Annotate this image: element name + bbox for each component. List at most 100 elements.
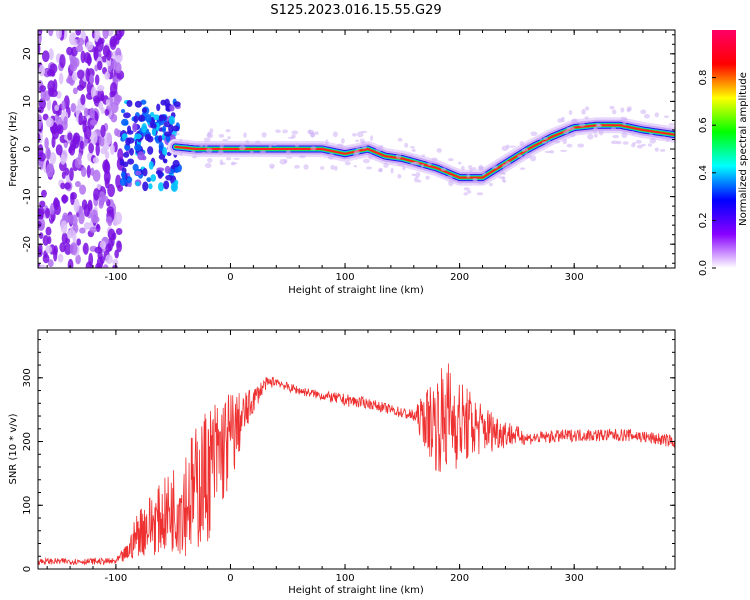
spectrogram-noise-blob (100, 93, 105, 102)
colorbar-tick-label: 0.6 (698, 117, 709, 133)
spectrogram-x-tick-label: 300 (565, 272, 584, 283)
spectrogram-noise-blob (100, 107, 105, 115)
spectrogram-noise-blob (119, 177, 127, 187)
spectrogram-noise-blob (89, 226, 97, 233)
spectrogram-noise-blob (96, 256, 104, 268)
spectrogram-ridge (167, 105, 675, 196)
spectrogram-noise-blob (79, 184, 87, 195)
spectrogram-noise-blob (64, 243, 72, 255)
spectrogram-speckle (598, 129, 604, 136)
spectrogram-speckle (330, 164, 335, 170)
spectrogram-noise-blob (105, 216, 113, 224)
spectrogram-speckle (568, 110, 573, 115)
spectrogram-noise-blob (121, 133, 128, 140)
spectrogram-x-tick-label: 100 (335, 272, 354, 283)
spectrogram-noise-blob (72, 87, 78, 95)
spectrogram-speckle (647, 143, 653, 147)
spectrogram-noise-blob (83, 222, 91, 230)
spectrogram-x-tick-label: -100 (105, 272, 128, 283)
spectrogram-speckle (395, 153, 402, 160)
colorbar-ticks: 0.0 0.2 0.4 0.6 0.8 (698, 70, 716, 276)
spectrogram-speckle (636, 144, 643, 149)
spectrogram-noise-blob (69, 167, 74, 181)
spectrogram-noise-blob (123, 121, 129, 126)
spectrogram-noise-blob (105, 254, 113, 264)
spectrogram-noise-blob (48, 48, 54, 61)
spectrogram-speckle (519, 140, 525, 147)
spectrogram-noise-blob (67, 132, 73, 141)
spectrogram-noise-blob (174, 179, 179, 186)
spectrogram-speckle (622, 120, 627, 126)
spectrogram-speckle (355, 147, 362, 150)
spectrogram-speckle (207, 131, 212, 138)
spectrogram-noise-blob (38, 152, 46, 162)
spectrogram-noise-blob (112, 258, 119, 266)
spectrogram-noise-blob (103, 170, 111, 184)
spectrogram-speckle (352, 133, 357, 137)
spectrogram-speckle (204, 142, 208, 148)
spectrogram-noise-blob (38, 232, 44, 239)
spectrogram-noise-blob (113, 93, 121, 106)
spectrogram-noise-blob (146, 177, 152, 183)
spectrogram-speckle (457, 161, 462, 165)
spectrogram-speckle (179, 151, 183, 156)
spectrogram-noise-blob (152, 114, 161, 121)
spectrogram-speckle (635, 139, 642, 144)
spectrogram-noise-blob (70, 102, 77, 113)
spectrogram-speckle (314, 131, 319, 135)
spectrogram-noise-blob (134, 133, 142, 140)
spectrogram-noise-blob (48, 30, 54, 37)
spectrogram-speckle (621, 132, 628, 139)
spectrogram-noise-blob (135, 170, 142, 176)
spectrogram-noise-blobs (38, 30, 182, 268)
spectrogram-speckle (411, 173, 417, 177)
spectrogram-noise-blob (100, 124, 106, 138)
spectrogram-speckle (569, 132, 576, 138)
spectrogram-y-tick-label: 10 (22, 95, 33, 108)
spectrogram-noise-blob (67, 258, 74, 268)
spectrogram-speckle (641, 143, 646, 147)
spectrogram-noise-blob (172, 159, 180, 168)
spectrogram-speckle (447, 157, 454, 162)
snr-panel: -100 0 100 200 300 0 100 200 300 Height of stra… (8, 329, 676, 596)
spectrogram-speckle (427, 161, 432, 166)
spectrogram-noise-blob (129, 147, 135, 156)
spectrogram-speckle (448, 180, 454, 187)
spectrogram-speckle (631, 143, 636, 148)
spectrogram-speckle (294, 142, 300, 147)
spectrogram-ridge-band (174, 124, 675, 179)
spectrogram-speckle (541, 141, 548, 144)
spectrogram-noise-blob (75, 30, 82, 36)
snr-y-tick-label: 0 (22, 566, 33, 572)
spectrogram-noise-blob (172, 125, 180, 132)
spectrogram-speckle (523, 148, 529, 152)
spectrogram-speckle (566, 143, 573, 148)
spectrogram-speckle (245, 139, 250, 145)
spectrogram-noise-blob (104, 71, 111, 80)
colorbar-tick-label: 0.4 (698, 165, 709, 181)
spectrogram-noise-blob (134, 143, 142, 152)
spectrogram-speckle (549, 150, 554, 154)
spectrogram-noise-blob (61, 232, 68, 245)
spectrogram-speckle (191, 150, 196, 154)
spectrogram-speckle (397, 137, 403, 142)
spectrogram-speckle (359, 138, 365, 144)
spectrogram-noise-blob (126, 100, 133, 107)
spectrogram-noise-blob (45, 146, 51, 161)
spectrogram-speckle (390, 167, 394, 174)
spectrogram-speckle (219, 159, 224, 165)
spectrogram-noise-blob (155, 122, 160, 132)
spectrogram-noise-blob (41, 50, 50, 63)
spectrogram-speckle (285, 156, 293, 159)
spectrogram-speckle (631, 131, 635, 134)
spectrogram-speckle (519, 167, 526, 170)
spectrogram-noise-blob (133, 115, 139, 124)
spectrogram-noise-blob (60, 220, 68, 234)
spectrogram-speckle (225, 129, 231, 133)
spectrogram-noise-blob (164, 98, 170, 108)
spectrogram-speckle (581, 108, 586, 115)
spectrogram-noise-blob (61, 194, 69, 203)
spectrogram-noise-blob (53, 197, 59, 210)
spectrogram-speckle (282, 129, 288, 134)
snr-y-tick-label: 200 (22, 432, 33, 451)
